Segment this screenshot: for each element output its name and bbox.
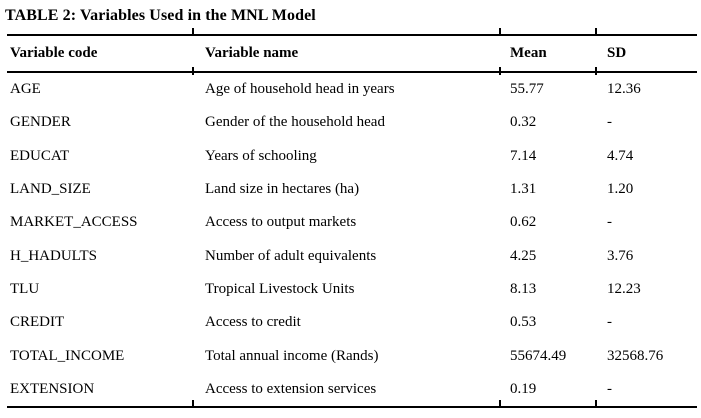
cell-name: Access to extension services — [205, 380, 377, 397]
table-row: H_HADULTS Number of adult equivalents 4.25… — [7, 239, 697, 272]
cell-sd: 4.74 — [607, 147, 634, 164]
cell-sd: - — [607, 314, 612, 331]
column-divider-tick — [499, 67, 501, 75]
header-variable-name: Variable name — [205, 45, 299, 61]
table-row: TLU Tropical Livestock Units 8.13 12.23 — [7, 273, 697, 306]
cell-name: Access to output markets — [205, 214, 357, 231]
cell-code: TLU — [10, 280, 40, 297]
cell-sd: 12.23 — [607, 280, 641, 297]
cell-mean: 4.25 — [510, 247, 537, 264]
cell-sd: - — [607, 114, 612, 131]
table-row: LAND_SIZE Land size in hectares (ha) 1.31 1… — [7, 173, 697, 206]
cell-sd: - — [607, 214, 612, 231]
cell-code: EXTENSION — [10, 380, 95, 397]
cell-code: CREDIT — [10, 314, 65, 331]
header-sd: SD — [607, 45, 627, 61]
cell-mean: 55.77 — [510, 81, 544, 98]
cell-mean: 8.13 — [510, 280, 537, 297]
cell-name: Tropical Livestock Units — [205, 280, 355, 297]
table-title: TABLE 2: Variables Used in the MNL Model — [5, 7, 316, 24]
cell-name: Number of adult equivalents — [205, 247, 377, 264]
column-divider-tick — [192, 67, 194, 75]
cell-code: GENDER — [10, 114, 71, 131]
cell-code: AGE — [10, 81, 41, 98]
column-divider-tick — [192, 28, 194, 36]
table-row: EXTENSION Access to extension services 0.1… — [7, 373, 697, 406]
cell-code: EDUCAT — [10, 147, 70, 164]
cell-sd: 32568.76 — [607, 347, 664, 364]
table-row: AGE Age of household head in years 55.77 12… — [7, 73, 697, 106]
table-row: MARKET_ACCESS Access to output markets 0.6… — [7, 206, 697, 239]
table-row: EDUCAT Years of schooling 7.14 4.74 — [7, 140, 697, 173]
cell-sd: - — [607, 380, 612, 397]
table-row: CREDIT Access to credit 0.53 - — [7, 306, 697, 339]
column-divider-tick — [595, 399, 597, 408]
table-row: GENDER Gender of the household head 0.32 - — [7, 106, 697, 139]
column-divider-tick — [595, 67, 597, 75]
cell-mean: 55674.49 — [510, 347, 567, 364]
column-divider-tick — [192, 399, 194, 408]
cell-mean: 0.62 — [510, 214, 537, 231]
cell-name: Land size in hectares (ha) — [205, 181, 360, 198]
cell-code: H_HADULTS — [10, 247, 97, 264]
cell-name: Total annual income (Rands) — [205, 347, 379, 364]
cell-sd: 3.76 — [607, 247, 634, 264]
column-divider-tick — [499, 399, 501, 408]
cell-sd: 1.20 — [607, 181, 634, 198]
table-header-row: Variable code Variable name Mean SD — [7, 34, 697, 73]
table-row: TOTAL_INCOME Total annual income (Rands) 5… — [7, 339, 697, 372]
cell-mean: 0.53 — [510, 314, 537, 331]
cell-name: Gender of the household head — [205, 114, 385, 131]
table-body: AGE Age of household head in years 55.77 12… — [7, 73, 697, 406]
cell-name: Age of household head in years — [205, 81, 395, 98]
cell-code: LAND_SIZE — [10, 181, 91, 198]
cell-code: MARKET_ACCESS — [10, 214, 138, 231]
cell-mean: 7.14 — [510, 147, 537, 164]
variables-table: Variable code Variable name Mean SD AGE A… — [7, 28, 697, 408]
column-divider-tick — [595, 28, 597, 36]
header-variable-code: Variable code — [10, 45, 98, 61]
header-mean: Mean — [510, 45, 547, 61]
cell-name: Years of schooling — [205, 147, 317, 164]
cell-mean: 0.19 — [510, 380, 537, 397]
cell-code: TOTAL_INCOME — [10, 347, 125, 364]
cell-mean: 0.32 — [510, 114, 537, 131]
column-divider-tick — [499, 28, 501, 36]
cell-name: Access to credit — [205, 314, 301, 331]
cell-mean: 1.31 — [510, 181, 537, 198]
cell-sd: 12.36 — [607, 81, 641, 98]
